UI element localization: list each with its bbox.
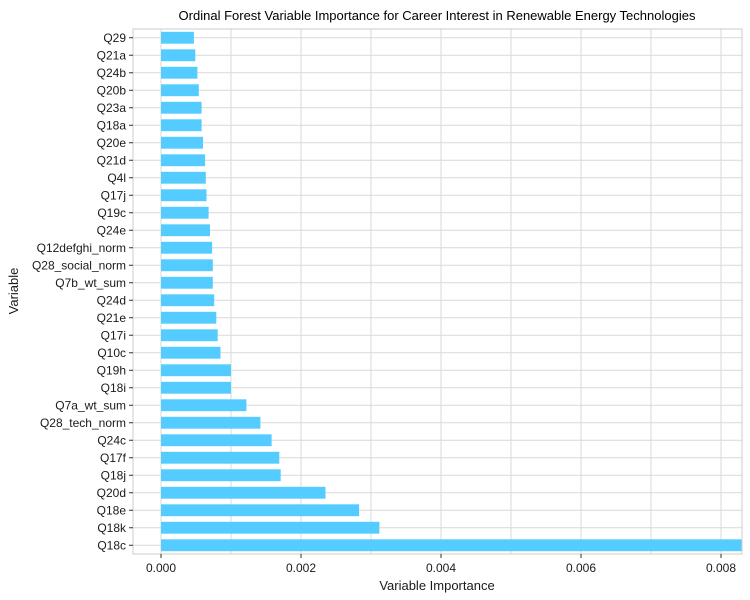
y-tick-label: Q17j <box>101 188 126 202</box>
bars <box>161 31 742 552</box>
y-tick-label: Q21d <box>97 153 126 167</box>
y-tick-label: Q17f <box>100 451 127 465</box>
y-tick-label: Q19h <box>97 363 126 377</box>
y-axis-title: Variable <box>6 268 21 315</box>
y-tick-label: Q20b <box>97 83 127 97</box>
bar <box>161 469 281 482</box>
y-tick-label: Q28_tech_norm <box>40 416 126 430</box>
bar <box>161 66 198 79</box>
y-tick-label: Q24d <box>97 293 126 307</box>
bar <box>161 434 272 447</box>
bar <box>161 329 218 342</box>
y-tick-label: Q7b_wt_sum <box>55 276 126 290</box>
y-tick-label: Q19c <box>97 206 126 220</box>
bar <box>161 136 203 149</box>
bar <box>161 119 202 132</box>
y-tick-label: Q29 <box>103 31 126 45</box>
bar <box>161 189 207 202</box>
bar <box>161 486 326 499</box>
y-tick-label: Q21e <box>97 311 127 325</box>
bar <box>161 259 213 272</box>
bar <box>161 49 196 62</box>
bar <box>161 31 194 44</box>
bar <box>161 276 213 289</box>
bar <box>161 101 202 114</box>
bar <box>161 171 206 184</box>
y-tick-label: Q18c <box>97 538 126 552</box>
x-tick-label: 0.004 <box>426 561 456 575</box>
bar <box>161 311 217 324</box>
plot-border <box>132 28 743 555</box>
y-tick-label: Q24b <box>97 66 127 80</box>
x-axis-title: Variable Importance <box>379 578 494 593</box>
y-tick-label: Q18a <box>97 118 127 132</box>
x-axis: 0.000 0.002 0.004 0.006 0.008 <box>146 554 736 575</box>
bar <box>161 241 213 254</box>
bar <box>161 84 199 97</box>
y-tick-label: Q12defghi_norm <box>37 241 126 255</box>
bar <box>161 224 210 237</box>
y-tick-label: Q20d <box>97 486 126 500</box>
grid-lines <box>133 29 742 554</box>
x-tick-label: 0.002 <box>286 561 316 575</box>
y-tick-label: Q10c <box>97 346 126 360</box>
bar <box>161 521 380 534</box>
y-tick-label: Q4l <box>107 171 126 185</box>
y-tick-label: Q24c <box>97 433 126 447</box>
y-tick-label: Q24e <box>97 223 127 237</box>
bar <box>161 539 742 552</box>
y-tick-label: Q21a <box>97 48 127 62</box>
y-axis: Q29 Q21a Q24b Q20b Q23a Q18a Q20e Q21d Q4l Q17j Q1… <box>32 31 133 552</box>
bar <box>161 346 221 359</box>
y-tick-label: Q18e <box>97 503 127 517</box>
x-tick-label: 0.008 <box>706 561 736 575</box>
bar <box>161 399 247 412</box>
bar <box>161 416 261 429</box>
y-tick-label: Q18i <box>101 381 126 395</box>
bar <box>161 504 360 517</box>
bar <box>161 381 231 394</box>
bar <box>161 154 206 167</box>
y-tick-label: Q7a_wt_sum <box>55 398 126 412</box>
y-tick-label: Q23a <box>97 101 127 115</box>
x-tick-label: 0.000 <box>146 561 176 575</box>
bar <box>161 451 280 464</box>
x-tick-label: 0.006 <box>566 561 596 575</box>
bar <box>161 206 209 219</box>
plot-panel <box>133 29 742 554</box>
bar <box>161 294 215 307</box>
y-tick-label: Q20e <box>97 136 127 150</box>
y-tick-label: Q18k <box>97 521 127 535</box>
chart-title: Ordinal Forest Variable Importance for C… <box>179 8 696 23</box>
y-tick-label: Q18j <box>101 468 126 482</box>
bar <box>161 364 231 377</box>
y-tick-label: Q17i <box>101 328 126 342</box>
y-tick-label: Q28_social_norm <box>32 258 126 272</box>
